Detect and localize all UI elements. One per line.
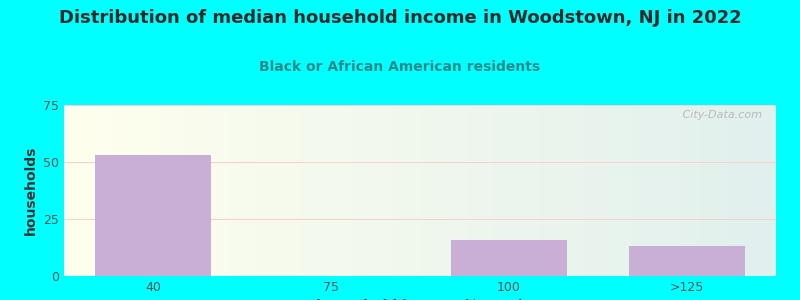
Text: Black or African American residents: Black or African American residents xyxy=(259,60,541,74)
Y-axis label: households: households xyxy=(23,146,38,235)
X-axis label: household income ($1000): household income ($1000) xyxy=(316,299,524,300)
Bar xyxy=(629,246,745,276)
Bar xyxy=(451,239,567,276)
Text: Distribution of median household income in Woodstown, NJ in 2022: Distribution of median household income … xyxy=(58,9,742,27)
Bar xyxy=(95,155,211,276)
Text: City-Data.com: City-Data.com xyxy=(678,110,762,120)
